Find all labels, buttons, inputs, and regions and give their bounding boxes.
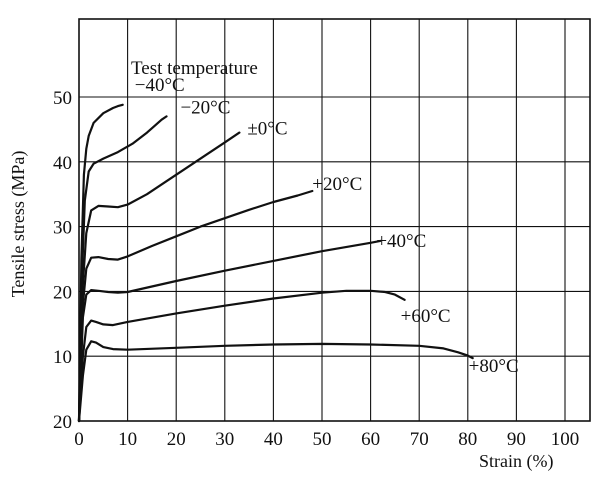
x-tick-label: 10 <box>118 429 137 450</box>
series-label: +80°C <box>469 356 519 377</box>
x-tick-label: 40 <box>264 429 283 450</box>
series-label: +60°C <box>401 306 451 327</box>
y-tick-label: 20 <box>53 412 72 433</box>
x-tick-label: 60 <box>361 429 380 450</box>
x-tick-label: 100 <box>551 429 580 450</box>
y-tick-label: 10 <box>53 347 72 368</box>
series-label: +40°C <box>376 231 426 252</box>
series-label: +20°C <box>312 174 362 195</box>
series-curve <box>77 103 124 423</box>
series-label: −40°C <box>135 75 185 96</box>
x-tick-label: 80 <box>458 429 477 450</box>
series-curve <box>77 189 314 423</box>
y-tick-label: 30 <box>53 218 72 239</box>
x-tick-label: 20 <box>167 429 186 450</box>
series-curve <box>77 289 406 423</box>
series-labels: −40°C−20°C ±0°C +20°C +40°C +60°C +80°C <box>135 75 519 377</box>
series-label: ±0°C <box>247 119 287 140</box>
x-tick-label: 0 <box>74 429 84 450</box>
x-axis-title: Strain (%) <box>479 451 553 472</box>
series-curve <box>77 115 168 423</box>
y-tick-label: 50 <box>53 88 72 109</box>
series-label: −20°C <box>180 97 230 118</box>
y-tick-label: 40 <box>53 153 72 174</box>
tick-labels: 0 10 20 30 40 50 60 70 80 90 100 20 10 20 30 40 50 <box>53 88 579 450</box>
x-tick-label: 90 <box>507 429 526 450</box>
series-curve <box>77 131 241 423</box>
series-curve <box>77 239 382 423</box>
x-tick-label: 50 <box>313 429 332 450</box>
y-axis-title: Tensile stress (MPa) <box>8 151 29 298</box>
x-tick-label: 30 <box>215 429 234 450</box>
y-tick-label: 20 <box>53 282 72 303</box>
x-tick-label: 70 <box>410 429 429 450</box>
legend-title: Test temperature <box>131 58 258 79</box>
plot-frame <box>78 18 591 422</box>
series-curve <box>77 340 474 423</box>
series-curves <box>77 103 474 423</box>
